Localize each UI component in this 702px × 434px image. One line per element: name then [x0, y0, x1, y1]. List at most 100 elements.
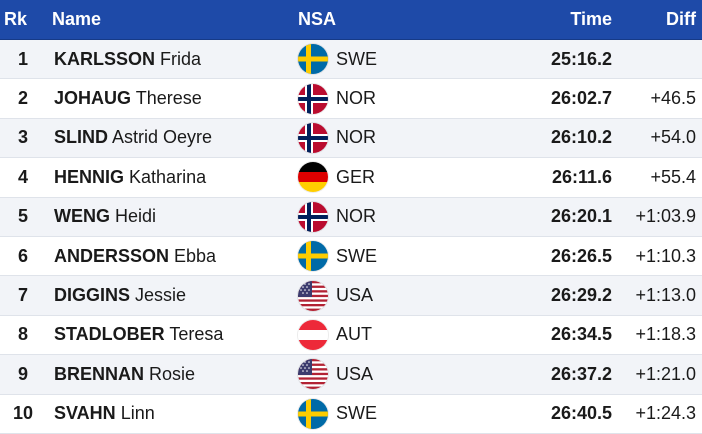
- header-time[interactable]: Time: [570, 9, 612, 29]
- table-row[interactable]: 4 HENNIG Katharina GER 26:11.6 +55.4: [0, 158, 702, 198]
- last-name: JOHAUG: [54, 88, 132, 109]
- diff-cell: +1:21.0: [635, 363, 696, 384]
- nor-flag-icon: [298, 201, 328, 232]
- nsa-code: USA: [336, 285, 374, 306]
- rank-cell: 3: [17, 127, 28, 148]
- first-name: Frida: [160, 48, 202, 69]
- time-cell: 26:29.2: [550, 285, 612, 306]
- nsa-cell: NOR: [298, 83, 458, 114]
- last-name: STADLOBER: [54, 324, 165, 345]
- header-diff[interactable]: Diff: [666, 9, 696, 29]
- nsa-cell: USA: [298, 359, 458, 390]
- rank-cell: 2: [17, 88, 28, 109]
- swe-flag-icon: [298, 398, 328, 429]
- first-name: Teresa: [169, 324, 224, 345]
- time-cell: 26:26.5: [550, 245, 612, 266]
- ger-flag-icon: [298, 162, 328, 193]
- nsa-code: NOR: [336, 127, 376, 148]
- diff-cell: +1:10.3: [635, 245, 696, 266]
- athlete-name[interactable]: BRENNAN Rosie: [46, 364, 298, 385]
- usa-flag-icon: [298, 280, 328, 311]
- nsa-cell: SWE: [298, 398, 458, 429]
- nsa-code: SWE: [336, 48, 378, 69]
- table-row[interactable]: 2 JOHAUG Therese NOR 26:02.7 +46.5: [0, 79, 702, 119]
- rank-cell: 6: [17, 245, 28, 266]
- first-name: Rosie: [149, 363, 196, 384]
- diff-cell: +55.4: [650, 166, 696, 187]
- table-row[interactable]: 9 BRENNAN Rosie USA 26:37.2 +1:21.0: [0, 355, 702, 395]
- nsa-cell: GER: [298, 162, 458, 193]
- athlete-name[interactable]: HENNIG Katharina: [46, 167, 298, 188]
- athlete-name[interactable]: STADLOBER Teresa: [46, 324, 298, 345]
- swe-flag-icon: [298, 241, 328, 272]
- table-row[interactable]: 8 STADLOBER Teresa AUT 26:34.5 +1:18.3: [0, 315, 702, 356]
- table-row[interactable]: 7 DIGGINS Jessie USA 26:29.2 +1:13.0: [0, 276, 702, 316]
- aut-flag-icon: [298, 319, 328, 350]
- usa-flag-icon: [298, 359, 328, 390]
- diff-cell: +54.0: [650, 127, 696, 148]
- time-cell: 26:34.5: [550, 324, 612, 345]
- time-cell: 26:11.6: [551, 166, 612, 187]
- nsa-cell: USA: [298, 280, 458, 311]
- nsa-code: AUT: [336, 324, 372, 345]
- swe-flag-icon: [298, 44, 328, 75]
- time-cell: 26:20.1: [550, 206, 612, 227]
- rank-cell: 10: [12, 403, 34, 424]
- table-body: 1 KARLSSON Frida SWE 25:16.2 2 JOHAUG Therese…: [0, 40, 702, 434]
- header-nsa[interactable]: NSA: [298, 9, 337, 29]
- time-cell: 26:40.5: [550, 403, 612, 424]
- rank-cell: 9: [17, 363, 28, 384]
- time-cell: 26:10.2: [550, 127, 612, 148]
- last-name: KARLSSON: [54, 48, 156, 69]
- last-name: WENG: [54, 206, 110, 227]
- table-row[interactable]: 6 ANDERSSON Ebba SWE 26:26.5 +1:10.3: [0, 236, 702, 277]
- nor-flag-icon: [298, 122, 328, 153]
- rank-cell: 5: [17, 206, 28, 227]
- athlete-name[interactable]: JOHAUG Therese: [46, 88, 298, 109]
- table-row[interactable]: 1 KARLSSON Frida SWE 25:16.2: [0, 40, 702, 80]
- first-name: Astrid Oeyre: [112, 127, 213, 148]
- time-cell: 26:37.2: [550, 363, 612, 384]
- last-name: SVAHN: [54, 403, 116, 424]
- nsa-cell: SWE: [298, 241, 458, 272]
- rank-cell: 1: [17, 48, 28, 69]
- header-rank[interactable]: Rk: [4, 9, 28, 29]
- table-row[interactable]: 5 WENG Heidi NOR 26:20.1 +1:03.9: [0, 197, 702, 237]
- last-name: BRENNAN: [54, 363, 144, 384]
- table-row[interactable]: 10 SVAHN Linn SWE 26:40.5 +1:24.3: [0, 394, 702, 434]
- nsa-cell: AUT: [298, 319, 458, 350]
- rank-cell: 8: [17, 324, 28, 345]
- athlete-name[interactable]: WENG Heidi: [46, 206, 298, 227]
- time-cell: 25:16.2: [550, 48, 612, 69]
- diff-cell: +1:18.3: [635, 324, 696, 345]
- nsa-cell: SWE: [298, 44, 458, 75]
- nsa-code: SWE: [336, 403, 378, 424]
- first-name: Therese: [135, 88, 202, 109]
- nsa-code: USA: [336, 363, 374, 384]
- athlete-name[interactable]: ANDERSSON Ebba: [46, 246, 298, 267]
- table-header: Rk Name NSA Time Diff: [0, 0, 702, 40]
- first-name: Jessie: [135, 285, 187, 306]
- athlete-name[interactable]: KARLSSON Frida: [46, 49, 298, 70]
- nsa-code: GER: [336, 166, 376, 187]
- athlete-name[interactable]: SLIND Astrid Oeyre: [46, 127, 298, 148]
- diff-cell: +1:24.3: [635, 403, 696, 424]
- athlete-name[interactable]: SVAHN Linn: [46, 403, 298, 424]
- first-name: Heidi: [115, 206, 157, 227]
- first-name: Katharina: [129, 166, 207, 187]
- first-name: Linn: [120, 403, 155, 424]
- header-name[interactable]: Name: [52, 9, 102, 29]
- last-name: ANDERSSON: [54, 245, 170, 266]
- athlete-name[interactable]: DIGGINS Jessie: [46, 285, 298, 306]
- nsa-cell: NOR: [298, 122, 458, 153]
- diff-cell: +1:03.9: [635, 206, 696, 227]
- rank-cell: 4: [17, 166, 28, 187]
- first-name: Ebba: [174, 245, 217, 266]
- nor-flag-icon: [298, 83, 328, 114]
- nsa-cell: NOR: [298, 201, 458, 232]
- last-name: DIGGINS: [54, 285, 131, 306]
- diff-cell: +1:13.0: [635, 285, 696, 306]
- rank-cell: 7: [17, 285, 28, 306]
- table-row[interactable]: 3 SLIND Astrid Oeyre NOR 26:10.2 +54.0: [0, 118, 702, 159]
